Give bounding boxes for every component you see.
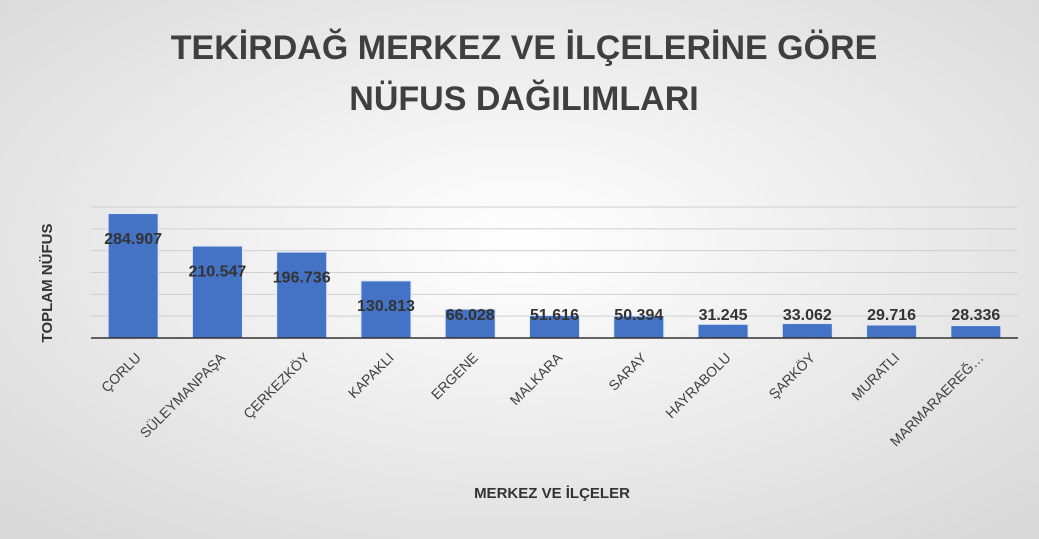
data-label: 50.394 [614,307,663,324]
data-label: 210.547 [188,263,246,280]
bar [107,213,159,339]
chart-title: TEKİRDAĞ MERKEZ VE İLÇELERİNE GÖRE [171,29,878,67]
data-label: 196.736 [273,269,331,286]
data-label: 51.616 [530,307,579,324]
y-axis-title: TOPLAM NÜFUS [39,224,56,343]
bar [781,323,833,339]
data-label: 33.062 [783,307,832,324]
bar [360,280,412,339]
data-label: 29.716 [867,307,916,324]
bar [950,325,1002,339]
bar [866,324,918,339]
x-axis-title: MERKEZ VE İLÇELER [474,485,630,502]
bar [276,251,328,339]
data-label: 31.245 [699,307,748,324]
data-label: 130.813 [357,298,415,315]
chart-title: NÜFUS DAĞILIMLARI [349,80,698,118]
bar [697,323,749,339]
data-label: 66.028 [446,307,495,324]
bar [191,245,243,339]
data-label: 284.907 [104,231,162,248]
data-label: 28.336 [951,307,1000,324]
